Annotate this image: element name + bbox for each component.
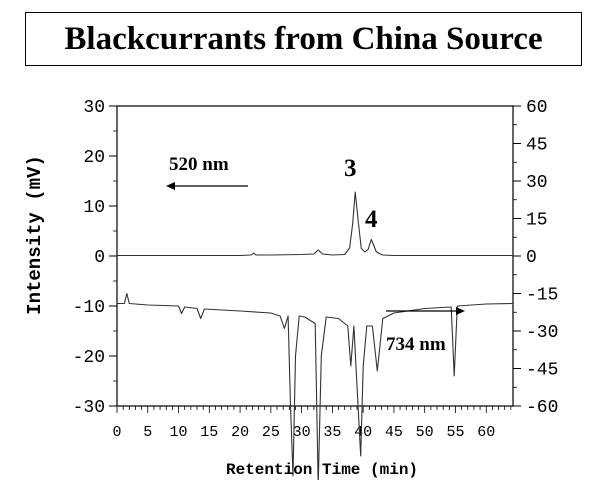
series-520nm-line	[117, 191, 513, 257]
x-tick-label: 5	[143, 424, 152, 441]
peak-label-4: 4	[365, 206, 378, 233]
y-left-tick-label: 20	[83, 148, 105, 168]
y-left-tick-label: 10	[83, 198, 105, 218]
y-left-tick-label: -10	[73, 298, 105, 318]
y-right-tick-label: 0	[526, 248, 537, 268]
axes-layer: 0 5 10 15 20 25 30 35 40 45 50 55 603020100-10-20-30…	[73, 98, 559, 441]
x-tick-label: 55	[446, 424, 464, 441]
y-left-tick-label: 0	[94, 248, 105, 268]
chart-title: Blackcurrants from China Source	[25, 12, 582, 66]
x-tick-label: 0	[112, 424, 121, 441]
x-axis-label: Retention Time (min)	[226, 461, 418, 479]
x-tick-label: 40	[354, 424, 372, 441]
y-right-tick-label: 45	[526, 136, 548, 156]
y-right-tick-label: 60	[526, 98, 548, 118]
series-734nm-line	[117, 292, 514, 480]
x-tick-label: 50	[416, 424, 434, 441]
x-tick-label: 25	[262, 424, 280, 441]
x-tick-label: 60	[477, 424, 495, 441]
x-tick-label: 30	[293, 424, 311, 441]
arrow-520nm-head	[166, 182, 175, 190]
x-tick-label: 10	[170, 424, 188, 441]
label-layer: Intensity (mV) Retention Time (min) 520 …	[24, 154, 465, 479]
peak-label-3: 3	[344, 155, 357, 182]
y-right-tick-label: -45	[526, 361, 558, 381]
y-right-tick-label: -15	[526, 286, 558, 306]
x-tick-label: 45	[385, 424, 403, 441]
y-left-tick-label: 30	[83, 98, 105, 118]
y-left-tick-label: -20	[73, 348, 105, 368]
x-tick-label: 35	[323, 424, 341, 441]
y-axis-label: Intensity (mV)	[24, 155, 46, 315]
arrow-734nm-head	[456, 307, 465, 315]
y-right-tick-label: -60	[526, 398, 558, 418]
y-right-tick-label: 15	[526, 211, 548, 231]
y-right-tick-label: 30	[526, 173, 548, 193]
series-layer	[117, 191, 514, 480]
y-left-tick-label: -30	[73, 398, 105, 418]
x-tick-label: 15	[200, 424, 218, 441]
annotation-520nm: 520 nm	[169, 154, 229, 175]
x-tick-label: 20	[231, 424, 249, 441]
y-right-tick-label: -30	[526, 323, 558, 343]
annotation-734nm: 734 nm	[386, 334, 446, 355]
